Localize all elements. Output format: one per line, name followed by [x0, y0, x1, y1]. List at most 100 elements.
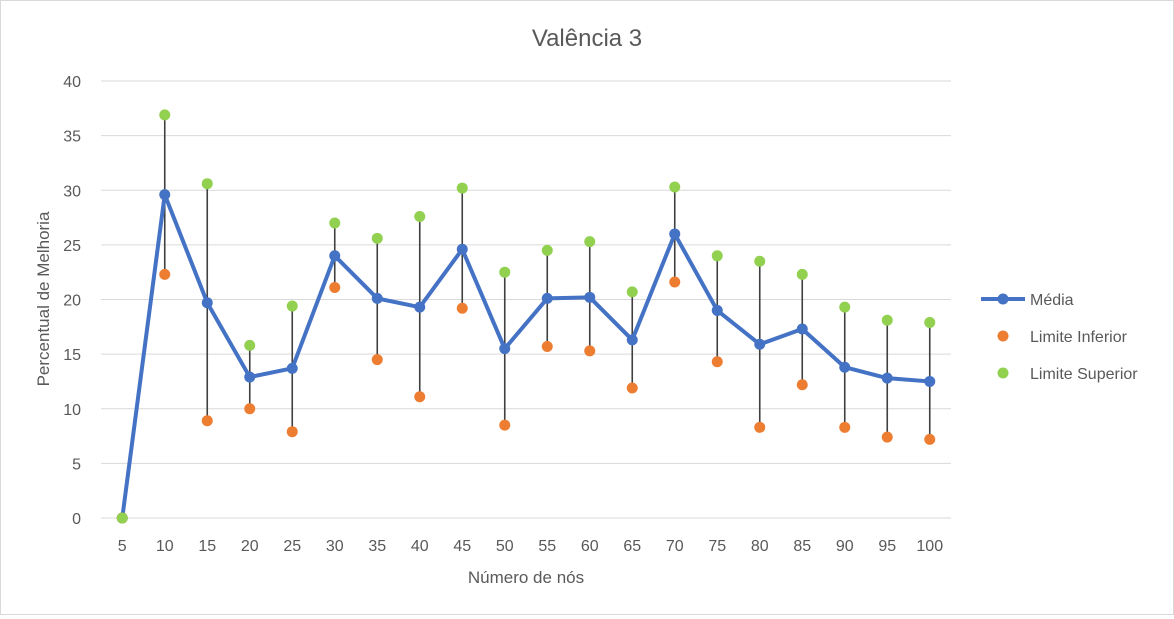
- x-tick-label: 80: [751, 538, 769, 555]
- x-tick-label: 25: [283, 538, 301, 555]
- x-tick-label: 50: [496, 538, 514, 555]
- data-point: [881, 372, 893, 384]
- data-point: [244, 339, 256, 351]
- data-point: [839, 421, 851, 433]
- x-tick-label: 10: [156, 538, 174, 555]
- series-layer: [116, 109, 936, 524]
- data-point: [754, 338, 766, 350]
- x-tick-label: 5: [118, 538, 127, 555]
- y-tick-label: 15: [63, 347, 81, 364]
- data-point: [711, 356, 723, 368]
- data-point: [329, 250, 341, 262]
- data-point: [414, 391, 426, 403]
- x-tick-label: 85: [793, 538, 811, 555]
- y-tick-label: 10: [63, 402, 81, 419]
- grid-lines: [101, 80, 951, 519]
- data-point: [329, 281, 341, 293]
- data-point: [754, 255, 766, 267]
- y-tick-label: 25: [63, 238, 81, 255]
- x-tick-label: 15: [198, 538, 216, 555]
- data-point: [499, 343, 511, 355]
- y-tick-label: 5: [72, 456, 81, 473]
- chart-title: Valência 3: [532, 25, 642, 52]
- data-point: [371, 292, 383, 304]
- data-point: [371, 232, 383, 244]
- legend-marker: [997, 367, 1009, 379]
- data-point: [669, 228, 681, 240]
- x-tick-label: 75: [708, 538, 726, 555]
- data-point: [796, 379, 808, 391]
- data-point: [711, 250, 723, 262]
- data-point: [541, 340, 553, 352]
- data-point: [371, 354, 383, 366]
- data-point: [159, 189, 171, 201]
- data-point: [669, 276, 681, 288]
- data-point: [924, 433, 936, 445]
- x-tick-label: 55: [538, 538, 556, 555]
- data-point: [286, 362, 298, 374]
- data-point: [584, 236, 596, 248]
- x-tick-label: 100: [916, 538, 943, 555]
- legend-label: Limite Inferior: [1030, 329, 1128, 346]
- data-point: [626, 382, 638, 394]
- x-tick-label: 45: [453, 538, 471, 555]
- legend-label: Média: [1030, 292, 1074, 309]
- data-point: [244, 371, 256, 383]
- data-point: [754, 421, 766, 433]
- data-point: [839, 301, 851, 313]
- x-tick-label: 40: [411, 538, 429, 555]
- data-point: [414, 210, 426, 222]
- y-tick-label: 40: [63, 74, 81, 91]
- data-point: [711, 304, 723, 316]
- x-tick-label: 70: [666, 538, 684, 555]
- x-tick-label: 90: [836, 538, 854, 555]
- data-point: [329, 217, 341, 229]
- data-point: [456, 302, 468, 314]
- data-point: [499, 266, 511, 278]
- data-point: [414, 301, 426, 313]
- data-point: [244, 403, 256, 415]
- x-tick-label: 65: [623, 538, 641, 555]
- data-point: [796, 323, 808, 335]
- data-point: [159, 268, 171, 280]
- x-tick-label: 35: [368, 538, 386, 555]
- x-tick-label: 95: [878, 538, 896, 555]
- data-point: [499, 419, 511, 431]
- x-tick-labels: 5 10 15 20 25 30 35 40 45 50 55 60 65 70 75 80 85 90 95 100: [118, 538, 943, 555]
- x-tick-label: 30: [326, 538, 344, 555]
- legend-marker: [997, 330, 1009, 342]
- y-tick-labels: 0 5 10 15 20 25 30 35 40: [63, 74, 81, 528]
- series-line-media: [120, 192, 932, 520]
- legend: Média Limite Inferior Limite Superior: [981, 292, 1138, 383]
- data-point: [626, 286, 638, 298]
- data-point: [201, 178, 213, 190]
- data-point: [286, 426, 298, 438]
- data-point: [456, 182, 468, 194]
- y-axis-label: Percentual de Melhoria: [34, 211, 53, 386]
- data-point: [796, 268, 808, 280]
- data-point: [924, 316, 936, 328]
- data-point: [541, 292, 553, 304]
- y-tick-label: 0: [72, 511, 81, 528]
- x-axis-label: Número de nós: [468, 568, 584, 587]
- data-point: [924, 375, 936, 387]
- error-bars: [163, 114, 931, 440]
- data-point: [881, 431, 893, 443]
- x-tick-label: 20: [241, 538, 259, 555]
- y-tick-label: 35: [63, 129, 81, 146]
- legend-marker: [997, 293, 1009, 305]
- x-tick-label: 60: [581, 538, 599, 555]
- data-point: [159, 109, 171, 121]
- data-point: [286, 300, 298, 312]
- y-tick-label: 20: [63, 293, 81, 310]
- data-point: [584, 291, 596, 303]
- data-point: [584, 345, 596, 357]
- data-point: [881, 314, 893, 326]
- data-point: [839, 361, 851, 373]
- data-point: [541, 244, 553, 256]
- data-point: [669, 181, 681, 193]
- data-point: [201, 415, 213, 427]
- data-point: [116, 512, 128, 524]
